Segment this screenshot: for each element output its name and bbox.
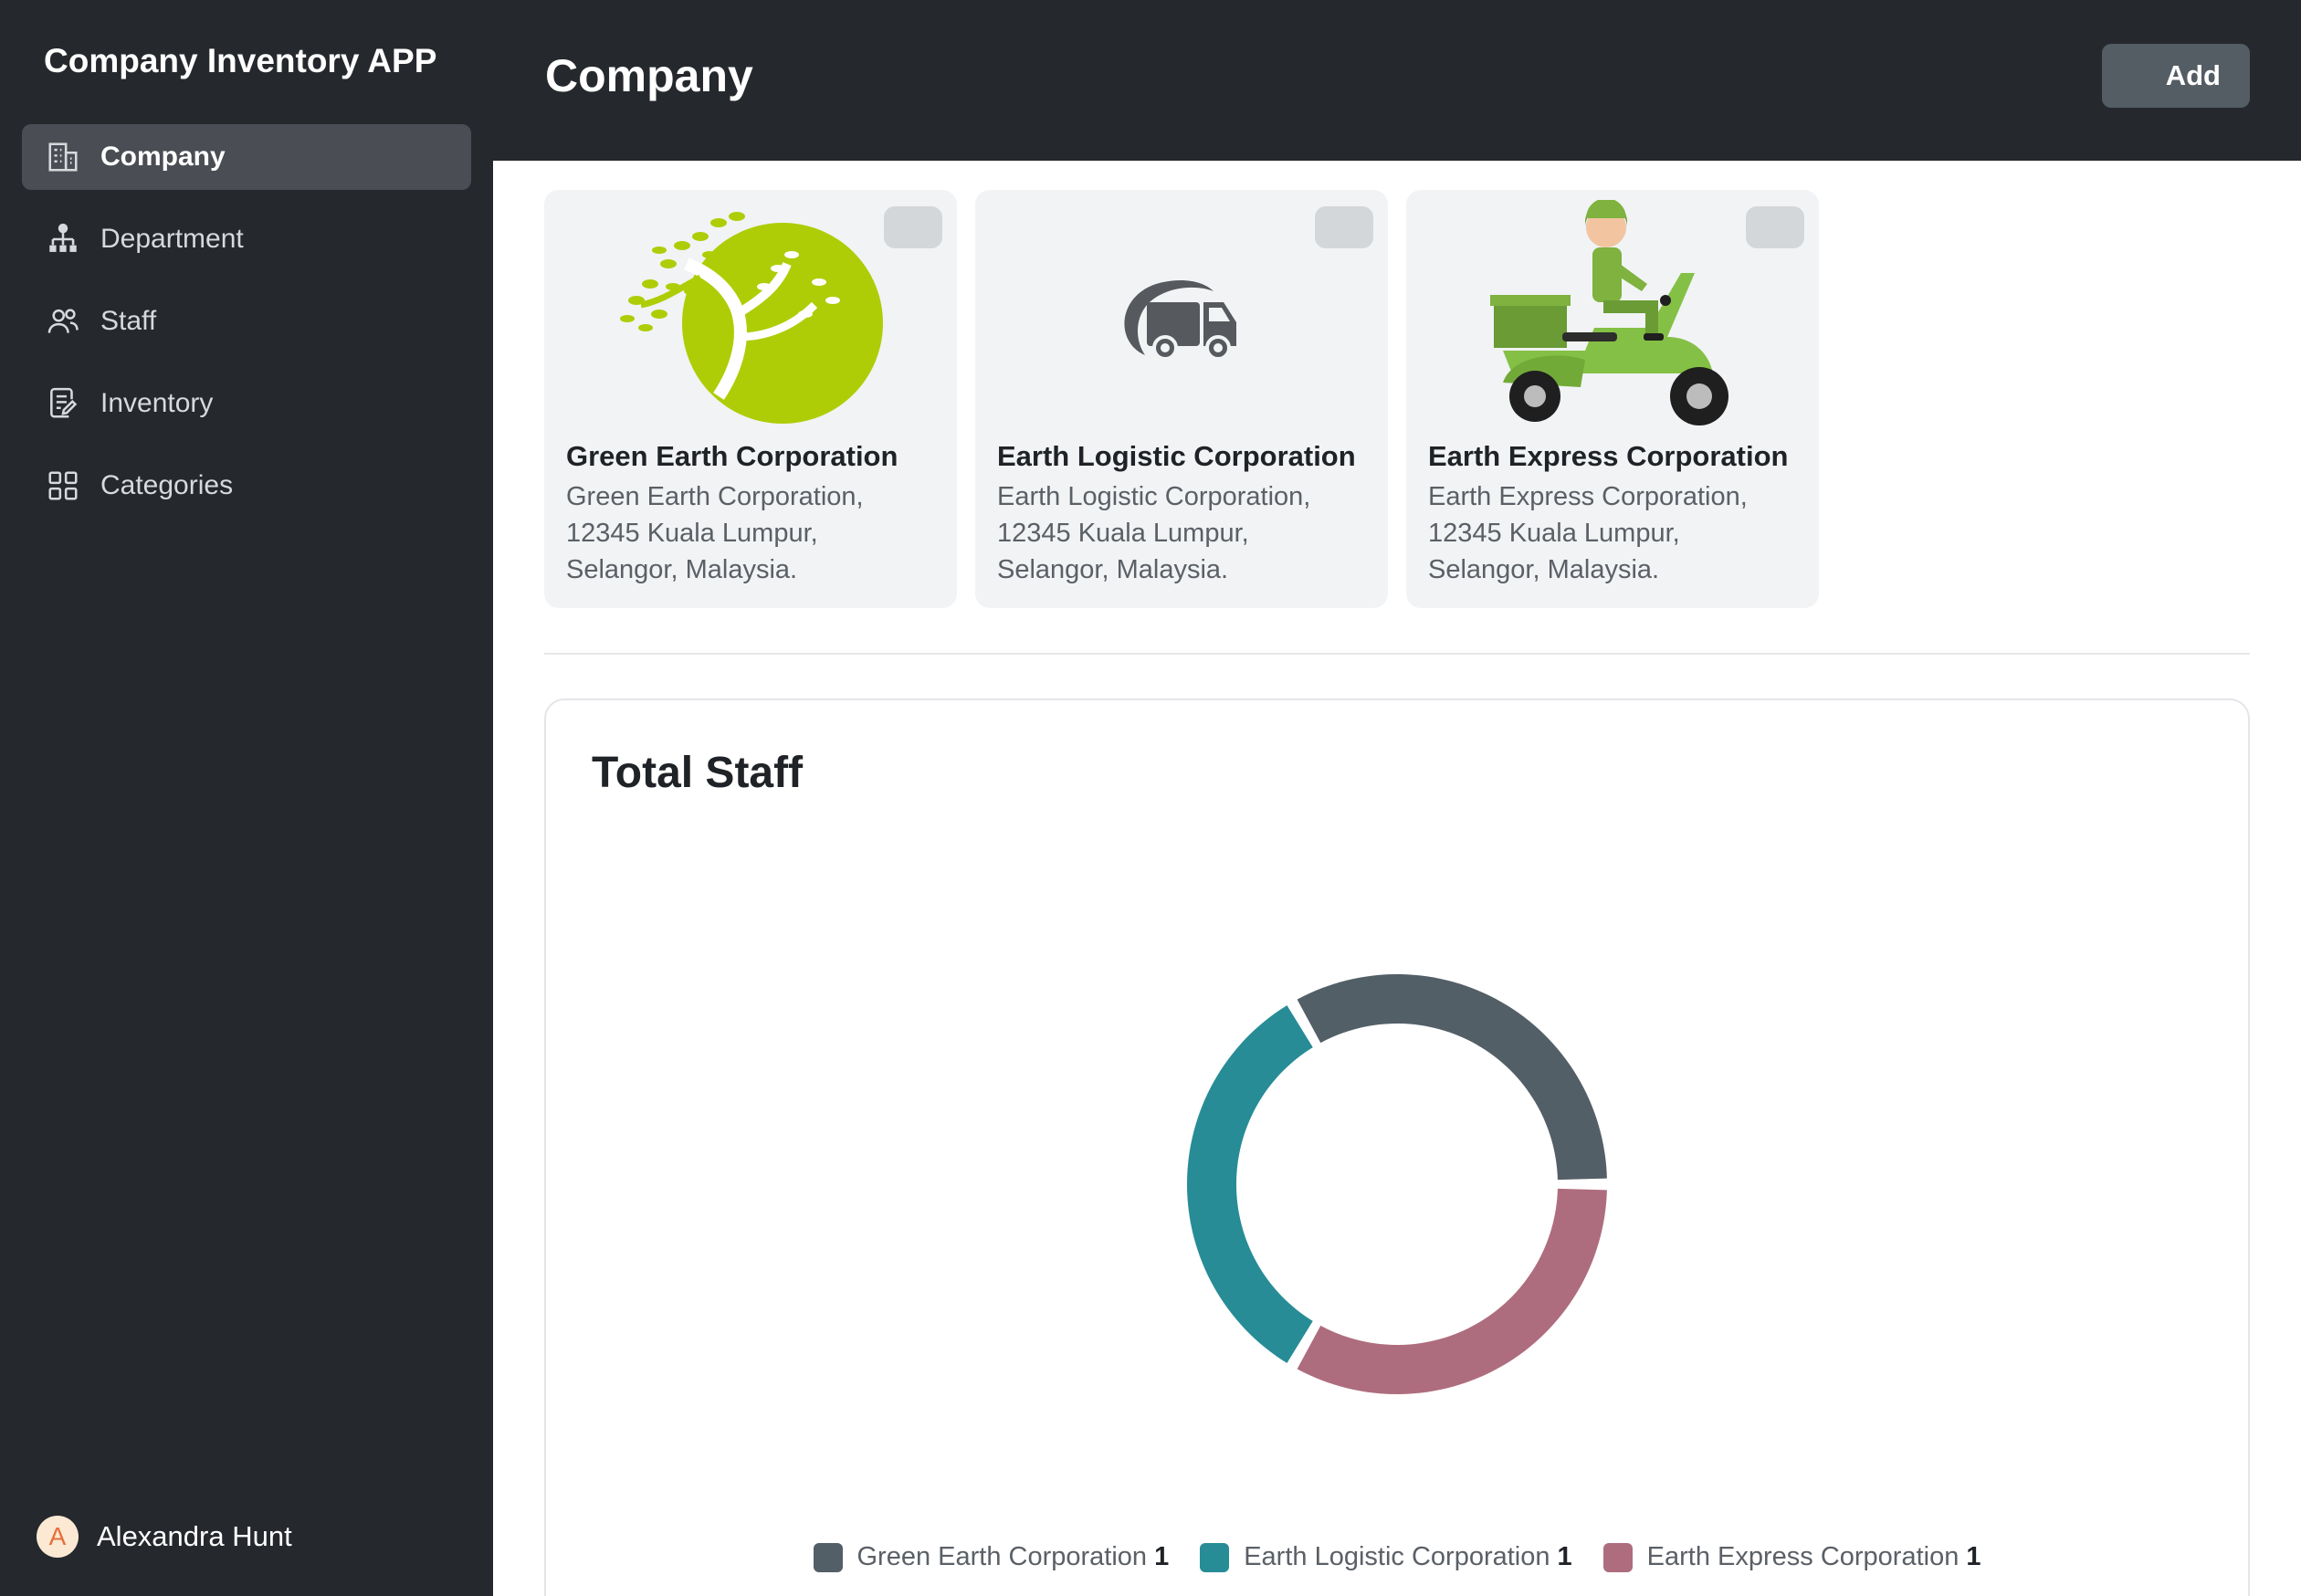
user-profile[interactable]: A Alexandra Hunt (37, 1516, 292, 1558)
sidebar-item-label: Categories (100, 470, 234, 500)
header: Company Add (493, 0, 2301, 161)
sidebar-item-categories[interactable]: Categories (22, 453, 471, 519)
legend-value: 1 (1154, 1542, 1170, 1571)
company-card[interactable]: Earth Logistic Corporation Earth Logisti… (975, 190, 1388, 608)
sidebar: Company Inventory APP Company Department… (0, 0, 493, 1596)
company-name: Green Earth Corporation (566, 440, 898, 472)
legend-value: 1 (1966, 1542, 1981, 1571)
legend-label: Earth Logistic Corporation (1244, 1542, 1550, 1571)
donut-slice[interactable] (1297, 1188, 1607, 1394)
legend-item[interactable]: Earth Logistic Corporation 1 (1200, 1542, 1572, 1572)
company-address: Green Earth Corporation, 12345 Kuala Lum… (566, 482, 864, 584)
sidebar-item-company[interactable]: Company (22, 124, 471, 190)
legend-swatch (1602, 1542, 1633, 1572)
legend-swatch (813, 1542, 843, 1572)
tree-logo-icon (604, 195, 897, 433)
grid-icon (44, 467, 82, 505)
sidebar-item-label: Department (100, 224, 244, 254)
add-button[interactable]: Add (2102, 44, 2250, 108)
sidebar-item-inventory[interactable]: Inventory (22, 371, 471, 436)
company-name: Earth Logistic Corporation (997, 440, 1356, 472)
truck-logo-icon (1035, 195, 1328, 433)
card-toggle[interactable] (1315, 206, 1373, 248)
donut-slice[interactable] (1187, 1005, 1313, 1363)
legend-item[interactable]: Earth Express Corporation 1 (1602, 1542, 1981, 1572)
company-address: Earth Logistic Corporation, 12345 Kuala … (997, 482, 1311, 584)
company-card[interactable]: Green Earth Corporation Green Earth Corp… (544, 190, 957, 608)
legend-swatch (1200, 1542, 1230, 1572)
sidebar-item-department[interactable]: Department (22, 206, 471, 272)
sidebar-item-label: Inventory (100, 388, 214, 418)
sidebar-item-label: Staff (100, 306, 157, 336)
legend-label: Earth Express Corporation (1646, 1542, 1960, 1571)
avatar: A (37, 1516, 79, 1558)
company-address: Earth Express Corporation, 12345 Kuala L… (1428, 482, 1748, 584)
company-name: Earth Express Corporation (1428, 440, 1789, 472)
app-title: Company Inventory APP (44, 42, 437, 79)
card-toggle[interactable] (1746, 206, 1804, 248)
building-icon (44, 138, 82, 176)
sidebar-item-label: Company (100, 142, 226, 172)
org-chart-icon (44, 220, 82, 258)
users-icon (44, 302, 82, 341)
clipboard-edit-icon (44, 384, 82, 423)
legend-label: Green Earth Corporation (856, 1542, 1148, 1571)
card-toggle[interactable] (884, 206, 942, 248)
chart-legend: Green Earth Corporation 1 Earth Logistic C… (546, 1542, 2248, 1572)
divider (544, 653, 2250, 655)
total-staff-panel: Total Staff Green Earth Corporation 1 Eart… (544, 698, 2250, 1596)
chart-title: Total Staff (592, 749, 804, 797)
legend-value: 1 (1557, 1542, 1572, 1571)
donut-slice[interactable] (1297, 974, 1607, 1181)
sidebar-item-staff[interactable]: Staff (22, 289, 471, 354)
scooter-courier-logo-icon (1466, 195, 1759, 433)
company-card[interactable]: Earth Express Corporation Earth Express … (1406, 190, 1819, 608)
user-name: Alexandra Hunt (97, 1520, 292, 1552)
page-title: Company (545, 50, 753, 101)
legend-item[interactable]: Green Earth Corporation 1 (813, 1542, 1170, 1572)
donut-chart (1187, 974, 1607, 1394)
